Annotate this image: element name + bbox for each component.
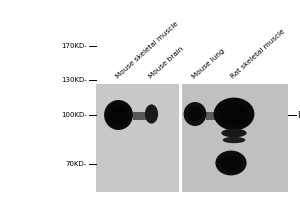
Text: Mouse skeletal muscle: Mouse skeletal muscle (115, 21, 179, 80)
FancyBboxPatch shape (206, 112, 231, 120)
Ellipse shape (220, 103, 248, 125)
Ellipse shape (215, 151, 247, 175)
Ellipse shape (220, 155, 242, 171)
FancyBboxPatch shape (133, 112, 150, 120)
Text: Mouse brain: Mouse brain (148, 46, 184, 80)
Text: 70KD-: 70KD- (66, 161, 87, 167)
Ellipse shape (188, 106, 202, 122)
Text: 170KD-: 170KD- (61, 43, 87, 49)
FancyBboxPatch shape (182, 84, 288, 192)
Text: Mouse lung: Mouse lung (191, 48, 226, 80)
Text: 100KD-: 100KD- (61, 112, 87, 118)
Text: PYGM: PYGM (297, 110, 300, 119)
Ellipse shape (145, 104, 158, 124)
Ellipse shape (109, 105, 128, 125)
Ellipse shape (223, 137, 245, 143)
Ellipse shape (221, 129, 247, 137)
Ellipse shape (104, 100, 133, 130)
FancyBboxPatch shape (178, 84, 182, 192)
Text: 130KD-: 130KD- (61, 77, 87, 83)
Text: Rat skeletal muscle: Rat skeletal muscle (230, 28, 286, 80)
Ellipse shape (184, 102, 206, 126)
Ellipse shape (214, 98, 254, 130)
FancyBboxPatch shape (96, 84, 178, 192)
